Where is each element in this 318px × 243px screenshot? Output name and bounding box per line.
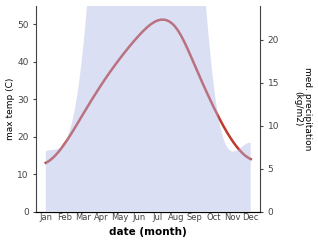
Y-axis label: max temp (C): max temp (C) — [5, 77, 15, 140]
X-axis label: date (month): date (month) — [109, 227, 187, 237]
Y-axis label: med. precipitation
(kg/m2): med. precipitation (kg/m2) — [293, 67, 313, 150]
